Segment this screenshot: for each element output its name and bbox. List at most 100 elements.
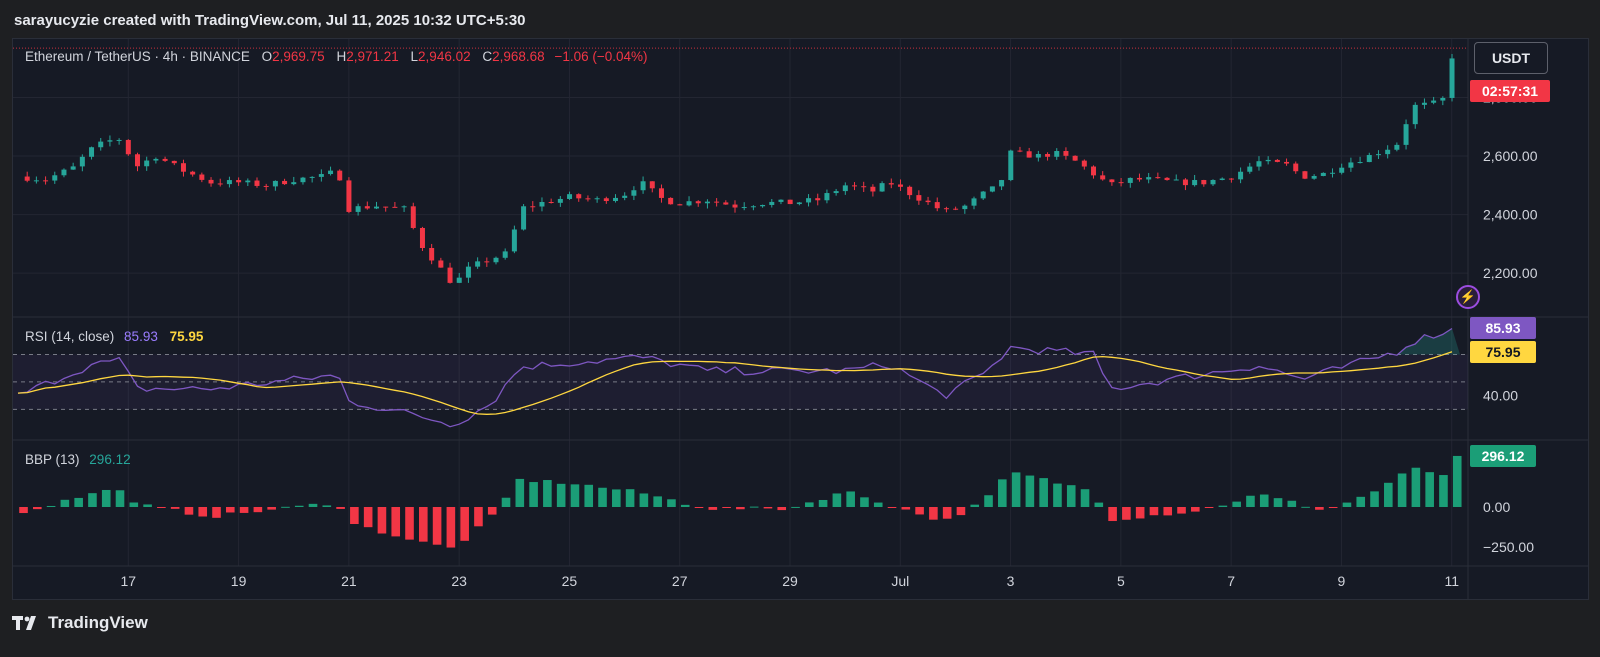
- candle-down: [603, 198, 609, 202]
- bbp-bar: [1066, 485, 1076, 507]
- candle-down: [447, 267, 453, 283]
- candle-up: [33, 180, 39, 182]
- candle-up: [879, 183, 885, 192]
- candles: [24, 53, 1455, 284]
- candle-up: [1330, 172, 1336, 174]
- bbp-bar: [749, 506, 759, 508]
- candle-up: [1265, 159, 1271, 162]
- bbp-bar: [1135, 507, 1145, 519]
- bbp-bar: [625, 489, 635, 507]
- bbp-bar: [1163, 507, 1173, 516]
- rsi-ma-value-tag: 75.95: [1470, 341, 1536, 363]
- bbp-legend-value: 296.12: [89, 452, 131, 467]
- bbp-bar: [1053, 483, 1062, 507]
- bbp-bar: [1439, 475, 1448, 507]
- bbp-bar: [1080, 489, 1090, 507]
- candle-down: [180, 163, 186, 172]
- candle-up: [401, 206, 407, 208]
- bbp-bar: [956, 507, 966, 516]
- symbol-title[interactable]: Ethereum / TetherUS · 4h · BINANCE: [25, 49, 250, 64]
- tradingview-logo-icon: [12, 616, 36, 630]
- bbp-bar: [322, 505, 332, 507]
- bbp-bar: [998, 479, 1007, 507]
- candle-down: [43, 180, 49, 182]
- close-label: C: [482, 49, 493, 64]
- bbp-bar: [612, 489, 621, 507]
- bbp-bar: [736, 507, 745, 510]
- candle-up: [741, 207, 747, 209]
- candle-up: [704, 201, 710, 204]
- candle-up: [1440, 97, 1446, 101]
- time-axis-label: 11: [1444, 573, 1459, 589]
- candle-down: [1274, 159, 1280, 162]
- price-tick-label: 2,200.00: [1483, 265, 1538, 281]
- candle-up: [475, 261, 481, 267]
- candle-down: [695, 201, 701, 204]
- candle-up: [622, 195, 628, 198]
- bbp-bar: [680, 504, 690, 507]
- candle-down: [658, 188, 664, 198]
- candle-up: [640, 181, 646, 191]
- candle-up: [971, 198, 977, 206]
- bbp-bar: [474, 507, 483, 527]
- bbp-bar: [1232, 501, 1241, 507]
- candle-up: [318, 174, 324, 177]
- candle-down: [943, 208, 949, 210]
- close-value: 2,968.68: [492, 49, 545, 64]
- candle-up: [1210, 180, 1216, 185]
- bbp-bar: [1011, 472, 1021, 507]
- bbp-bar: [1411, 467, 1421, 507]
- candle-up: [328, 170, 334, 175]
- footer-brand[interactable]: TradingView: [12, 608, 148, 638]
- chart-canvas[interactable]: 2,200.002,400.002,600.002,800.0040.000.0…: [13, 39, 1588, 599]
- bbp-bar: [170, 507, 180, 509]
- time-axis-label: 3: [1007, 573, 1015, 589]
- candle-down: [282, 180, 288, 185]
- candle-up: [502, 251, 508, 258]
- candle-down: [787, 199, 793, 205]
- candle-up: [245, 180, 251, 183]
- chart-frame[interactable]: 2,200.002,400.002,600.002,800.0040.000.0…: [12, 38, 1589, 600]
- candle-up: [1385, 149, 1391, 155]
- bbp-bar: [639, 493, 649, 507]
- rsi-legend: RSI (14, close) 85.93 75.95: [25, 329, 203, 344]
- bbp-bar: [308, 503, 318, 507]
- bbp-bar: [1342, 502, 1352, 507]
- rsi-label[interactable]: RSI (14, close): [25, 329, 115, 344]
- bbp-bar: [391, 507, 401, 537]
- candle-down: [953, 208, 959, 210]
- bbp-bar: [1191, 507, 1200, 512]
- candle-down: [530, 206, 536, 208]
- candle-down: [1045, 154, 1051, 157]
- candle-down: [171, 160, 177, 164]
- bbp-bar: [970, 504, 980, 507]
- candle-up: [1054, 151, 1060, 157]
- bbp-bar: [363, 507, 373, 528]
- candle-up: [309, 176, 315, 178]
- candle-down: [1155, 177, 1161, 179]
- time-axis-label: Jul: [891, 573, 909, 589]
- candle-up: [1146, 177, 1152, 180]
- candle-down: [438, 260, 444, 268]
- candle-up: [300, 177, 306, 183]
- bbp-bar: [184, 507, 194, 515]
- candle-down: [346, 180, 352, 212]
- bbp-bar: [915, 507, 924, 515]
- bbp-bar: [1246, 495, 1255, 507]
- bbp-bar: [1025, 475, 1035, 507]
- candle-up: [61, 169, 67, 176]
- candle-up: [1320, 172, 1326, 176]
- time-axis-label: 9: [1338, 573, 1346, 589]
- candle-down: [484, 261, 490, 263]
- bbp-bar: [777, 507, 787, 511]
- time-axis-label: 17: [120, 573, 136, 589]
- currency-button[interactable]: USDT: [1474, 42, 1548, 74]
- bbp-bar: [19, 507, 28, 514]
- bbp-bar: [1259, 494, 1269, 507]
- candle-up: [796, 202, 802, 205]
- bbp-label[interactable]: BBP (13): [25, 452, 80, 467]
- lightning-icon[interactable]: ⚡: [1456, 285, 1480, 309]
- bbp-bar: [294, 505, 304, 507]
- candle-up: [511, 229, 517, 252]
- bbp-bar: [267, 507, 276, 510]
